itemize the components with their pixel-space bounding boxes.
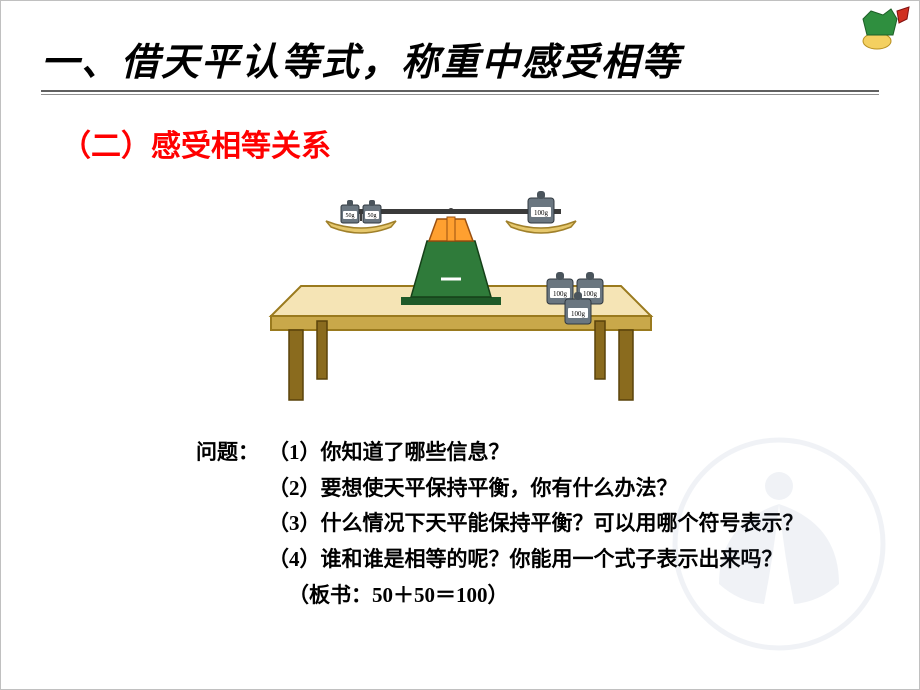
question-4: （4）谁和谁是相等的呢？你能用一个式子表示出来吗？ (268, 542, 783, 578)
left-weight-1: 50g (341, 200, 359, 223)
weight-label: 100g (583, 290, 598, 298)
question-row: （3）什么情况下天平能保持平衡？可以用哪个符号表示？ (196, 506, 919, 542)
slide: 一、借天平认等式，称重中感受相等 （二）感受相等关系 (0, 0, 920, 690)
question-row: （4）谁和谁是相等的呢？你能用一个式子表示出来吗？ (196, 542, 919, 578)
weight-label: 100g (534, 209, 549, 217)
weight-label: 50g (346, 213, 355, 219)
questions-block: 问题： （1）你知道了哪些信息？ （2）要想使天平保持平衡，你有什么办法？ （3… (1, 411, 919, 613)
weight-label: 100g (571, 310, 586, 318)
corner-decoration (857, 5, 913, 58)
weight-label: 50g (368, 213, 377, 219)
question-3: （3）什么情况下天平能保持平衡？可以用哪个符号表示？ (268, 506, 804, 542)
weight-label: 100g (553, 290, 568, 298)
page-title: 一、借天平认等式，称重中感受相等 (41, 31, 879, 86)
question-1: （1）你知道了哪些信息？ (268, 435, 510, 471)
title-underline (41, 90, 879, 95)
questions-label: 问题： (196, 435, 268, 471)
board-note-row: （板书：50＋50＝100） (196, 578, 919, 614)
question-2: （2）要想使天平保持平衡，你有什么办法？ (268, 471, 678, 507)
right-weight-1: 100g (528, 191, 554, 223)
question-row: （2）要想使天平保持平衡，你有什么办法？ (196, 471, 919, 507)
question-row: 问题： （1）你知道了哪些信息？ (196, 435, 919, 471)
balance-illustration: 50g 50g 100g (1, 181, 920, 411)
left-weight-2: 50g (363, 200, 381, 223)
title-area: 一、借天平认等式，称重中感受相等 (1, 1, 919, 103)
balance-svg: 50g 50g 100g (251, 181, 671, 411)
board-note: （板书：50＋50＝100） (268, 578, 509, 614)
section-subtitle: （二）感受相等关系 (1, 103, 919, 175)
